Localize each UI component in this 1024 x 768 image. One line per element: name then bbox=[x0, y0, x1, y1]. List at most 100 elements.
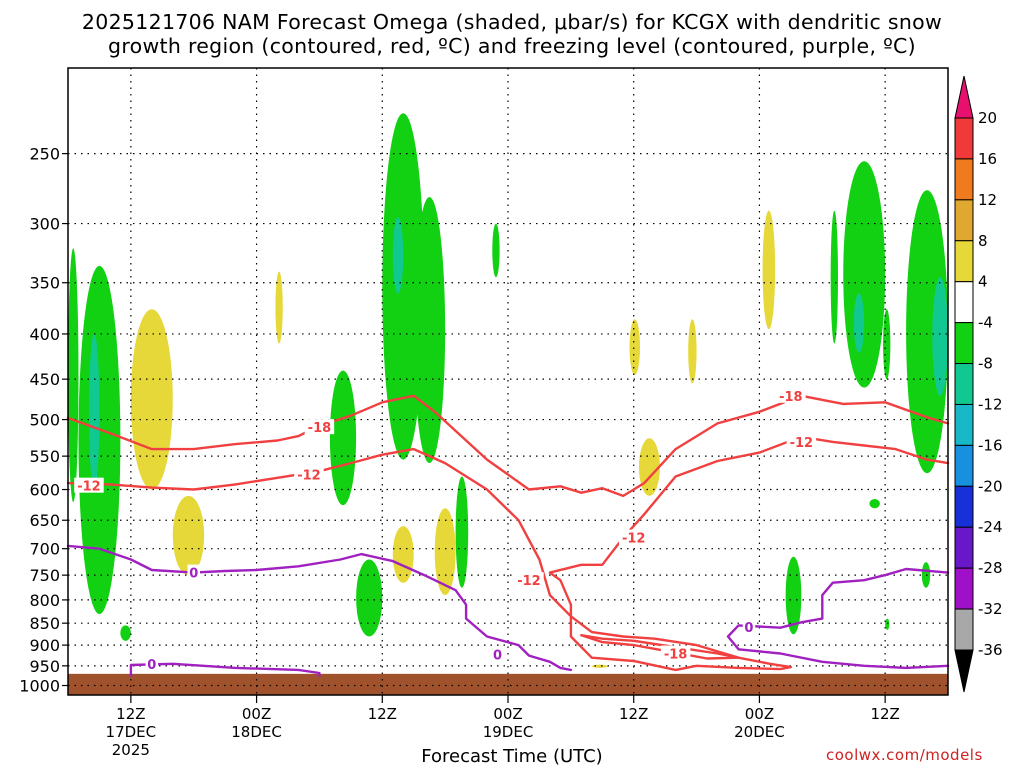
contour-label-3-1: 0 bbox=[493, 648, 502, 663]
contour-label-0-0: -18 bbox=[308, 421, 332, 436]
colorbar-label-3: 8 bbox=[978, 232, 988, 250]
omega-region-10 bbox=[392, 217, 404, 294]
contour-label-1-0: -12 bbox=[77, 480, 101, 495]
colorbar-label-11: -28 bbox=[978, 559, 1003, 577]
contour-freezing_level-3 bbox=[66, 544, 573, 672]
contour-label-bg-5-0 bbox=[742, 618, 756, 634]
contour-label-1-2: -12 bbox=[517, 574, 541, 589]
colorbar-segment-13 bbox=[954, 608, 974, 651]
omega-region-24 bbox=[883, 309, 891, 380]
contour-label-1-1: -12 bbox=[297, 469, 321, 484]
omega-region-7 bbox=[329, 370, 357, 506]
colorbar-label-5: -4 bbox=[978, 314, 993, 332]
contour-label-bg-1-2 bbox=[514, 572, 544, 588]
colorbar-segment-5 bbox=[954, 281, 974, 324]
colorbar-label-12: -32 bbox=[978, 600, 1003, 618]
x-tick-sublabel-0-1: 2025 bbox=[112, 741, 150, 759]
colorbar-segment-3 bbox=[954, 199, 974, 242]
omega-region-30 bbox=[591, 664, 608, 668]
colorbar-segment-12 bbox=[954, 567, 974, 610]
colorbar-segment-4 bbox=[954, 240, 974, 283]
source-credit: coolwx.com/models bbox=[826, 746, 983, 764]
colorbar: 20 16 12 8 4 -4 -8 -12 -16 -20 -24 -28 -32 -36 bbox=[954, 75, 1003, 693]
contour-label-3-0: 0 bbox=[189, 567, 198, 582]
y-tick-label-900: 900 bbox=[29, 636, 60, 655]
y-tick-label-450: 450 bbox=[29, 370, 60, 389]
contour-lines: -18 -18 -12 -12 -12 -12 -12 -18 0 0 0 0 bbox=[66, 387, 950, 677]
y-tick-label-600: 600 bbox=[29, 481, 60, 500]
y-tick-label-300: 300 bbox=[29, 215, 60, 234]
contour-label-bg-2-0 bbox=[660, 645, 691, 661]
omega-region-0 bbox=[68, 248, 79, 503]
contour-label-4-0: 0 bbox=[147, 658, 156, 673]
x-tick-sublabel-0-0: 17DEC bbox=[106, 723, 157, 741]
colorbar-label-1: 16 bbox=[978, 150, 997, 168]
omega-region-22 bbox=[843, 161, 886, 388]
contour-freezing_level-5 bbox=[726, 567, 950, 670]
y-tick-label-550: 550 bbox=[29, 447, 60, 466]
x-tick-label-0: 12Z bbox=[116, 705, 145, 723]
omega-region-13 bbox=[434, 508, 456, 596]
contour-label-1-4: -12 bbox=[790, 436, 814, 451]
x-tick-label-1: 00Z bbox=[242, 705, 271, 723]
contour-label-bg-0-0 bbox=[304, 419, 335, 435]
colorbar-label-13: -36 bbox=[978, 641, 1003, 659]
colorbar-label-0: 20 bbox=[978, 109, 997, 127]
omega-region-17 bbox=[638, 438, 660, 496]
y-tick-label-400: 400 bbox=[29, 325, 60, 344]
colorbar-label-9: -20 bbox=[978, 477, 1003, 495]
y-tick-label-750: 750 bbox=[29, 566, 60, 585]
omega-region-14 bbox=[455, 476, 469, 588]
omega-region-1 bbox=[78, 265, 121, 615]
colorbar-segment-14 bbox=[954, 649, 974, 693]
y-tick-label-850: 850 bbox=[29, 614, 60, 633]
omega-region-11 bbox=[392, 526, 414, 583]
omega-region-16 bbox=[629, 319, 640, 375]
colorbar-segment-6 bbox=[954, 322, 974, 365]
x-tick-label-6: 12Z bbox=[870, 705, 899, 723]
omega-region-25 bbox=[869, 499, 880, 509]
colorbar-segment-0 bbox=[954, 75, 974, 119]
colorbar-segment-8 bbox=[954, 403, 974, 446]
omega-region-6 bbox=[275, 271, 283, 344]
omega-region-9 bbox=[382, 113, 425, 460]
contour-label-2-0: -18 bbox=[664, 648, 688, 663]
x-tick-label-2: 12Z bbox=[368, 705, 397, 723]
contour-label-bg-3-1 bbox=[491, 646, 504, 662]
omega-region-15 bbox=[492, 223, 500, 278]
contour-label-5-0: 0 bbox=[744, 621, 753, 636]
contour-label-bg-1-0 bbox=[74, 477, 104, 493]
omega-region-18 bbox=[688, 319, 697, 384]
chart-title-line1: 2025121706 NAM Forecast Omega (shaded, μ… bbox=[81, 10, 943, 34]
colorbar-segment-2 bbox=[954, 158, 974, 201]
y-tick-label-650: 650 bbox=[29, 511, 60, 530]
colorbar-segment-1 bbox=[954, 117, 974, 160]
y-tick-label-800: 800 bbox=[29, 591, 60, 610]
omega-region-5 bbox=[120, 625, 131, 641]
y-tick-label-500: 500 bbox=[29, 411, 60, 430]
contour-temperature-0 bbox=[66, 394, 950, 498]
colorbar-label-7: -12 bbox=[978, 395, 1003, 413]
contour-temperature-2 bbox=[580, 634, 740, 660]
omega-region-29 bbox=[885, 618, 890, 630]
colorbar-label-2: 12 bbox=[978, 191, 997, 209]
colorbar-segment-9 bbox=[954, 444, 974, 487]
contour-label-0-1: -18 bbox=[779, 390, 803, 405]
y-tick-label-1000: 1000 bbox=[19, 677, 60, 696]
omega-region-21 bbox=[830, 210, 838, 344]
chart-title-line2: growth region (contoured, red, ºC) and f… bbox=[108, 34, 916, 58]
colorbar-label-10: -24 bbox=[978, 518, 1003, 536]
contour-label-bg-0-1 bbox=[776, 387, 806, 403]
y-axis: 250 300 350 400 450 500 550 600 650 700 750 800 850 9… bbox=[19, 145, 68, 696]
y-tick-label-700: 700 bbox=[29, 540, 60, 559]
contour-label-bg-1-4 bbox=[786, 433, 817, 449]
contour-label-bg-1-3 bbox=[618, 529, 649, 545]
contour-label-bg-1-1 bbox=[294, 466, 324, 482]
omega-region-19 bbox=[762, 210, 776, 330]
x-tick-sublabel-5-0: 20DEC bbox=[734, 723, 785, 741]
contour-label-1-3: -12 bbox=[622, 532, 646, 547]
x-axis-label: Forecast Time (UTC) bbox=[421, 746, 603, 767]
colorbar-label-4: 4 bbox=[978, 273, 988, 291]
